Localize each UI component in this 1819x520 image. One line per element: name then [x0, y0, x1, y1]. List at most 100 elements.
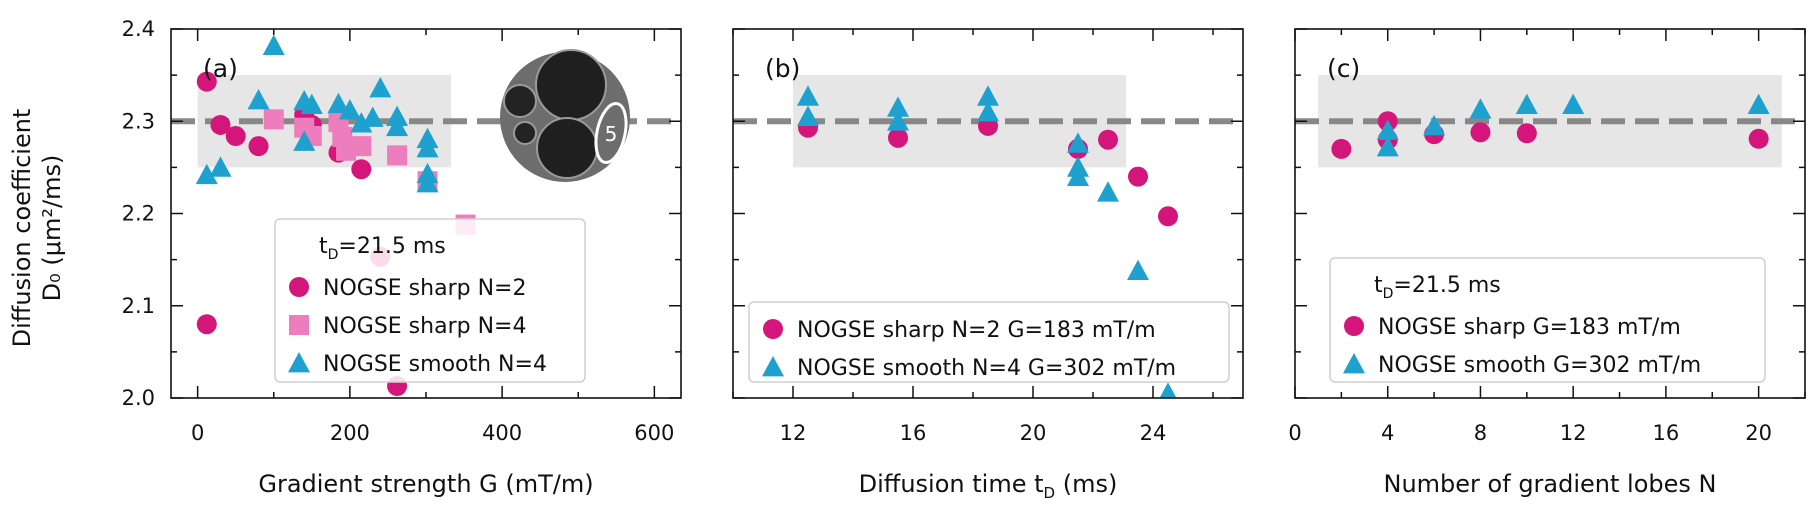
- data-point-triangle: [887, 110, 909, 131]
- inset-cell-large: [535, 49, 607, 121]
- legend: tD=21.5 ms NOGSE sharp G=183 mT/m NOGSE sm…: [1329, 257, 1766, 383]
- legend-title: tD=21.5 ms: [1374, 273, 1501, 302]
- panel-1: 12 16 20 24 Diffusion time tD (ms) (b) NOGSE s…: [732, 28, 1244, 502]
- data-point-triangle: [977, 101, 999, 122]
- legend-title-sub: D: [1383, 286, 1394, 302]
- data-point-triangle: [338, 99, 361, 120]
- data-point-circle: [1098, 129, 1118, 150]
- x-tick-label: 0: [1288, 421, 1301, 445]
- legend-entry: NOGSE smooth N=4: [323, 352, 547, 377]
- data-points: [1331, 93, 1770, 159]
- data-point-circle: [1748, 128, 1769, 149]
- data-point-triangle: [797, 85, 819, 106]
- x-tick-label: 24: [1140, 421, 1167, 445]
- inset-cell-small-2: [513, 121, 537, 145]
- data-point-circle: [1331, 138, 1352, 159]
- data-point-triangle: [300, 93, 323, 114]
- x-tick-label: 0: [191, 421, 204, 445]
- data-point-circle: [248, 136, 269, 157]
- data-point-triangle: [887, 96, 909, 117]
- data-point-triangle: [1376, 119, 1399, 140]
- x-axis-label: Gradient strength G (mT/m): [258, 470, 593, 498]
- data-point-triangle: [1423, 114, 1446, 136]
- y-axis-label-line2: D₀ (μm²/ms): [38, 155, 66, 302]
- data-point-triangle: [209, 156, 232, 177]
- legend-marker-square: [289, 315, 309, 335]
- data-point-triangle: [195, 163, 218, 185]
- legend-title-rest: =21.5 ms: [1393, 273, 1500, 298]
- legend-marker-circle: [289, 277, 309, 297]
- x-tick-label: 16: [1653, 421, 1680, 445]
- data-point-triangle: [1515, 93, 1538, 114]
- x-tick-label: 20: [1745, 421, 1772, 445]
- data-point-triangle: [416, 137, 439, 158]
- legend-title-rest: =21.5 ms: [338, 234, 445, 259]
- data-point-triangle: [386, 115, 409, 137]
- legend-title-main: t: [1374, 273, 1383, 298]
- inset-outline: [594, 102, 628, 164]
- data-point-triangle: [416, 172, 439, 193]
- x-tick-label: 8: [1474, 421, 1487, 445]
- data-point-circle: [196, 71, 217, 92]
- x-axis-label: Number of gradient lobes N: [1384, 470, 1717, 498]
- legend-marker-circle: [1344, 316, 1364, 336]
- legend-entry: NOGSE sharp G=183 mT/m: [1378, 315, 1681, 340]
- data-point-circle: [196, 314, 217, 335]
- data-point-square: [351, 136, 372, 157]
- legend-entry: NOGSE smooth G=302 mT/m: [1378, 353, 1701, 378]
- x-tick-label: 20: [1020, 421, 1047, 445]
- legend-entry: NOGSE sharp N=4: [323, 314, 526, 339]
- data-point-circle: [1516, 123, 1537, 144]
- legend-entry: NOGSE smooth N=4 G=302 mT/m: [797, 356, 1176, 381]
- data-point-square: [387, 145, 408, 166]
- inset-label: 5: [605, 122, 618, 146]
- data-point-circle: [225, 126, 246, 147]
- legend-marker-triangle: [1343, 353, 1365, 374]
- y-tick-label: 2.2: [122, 202, 155, 226]
- legend-entry: NOGSE sharp N=2: [323, 276, 526, 301]
- legend-entry: NOGSE sharp N=2 G=183 mT/m: [797, 318, 1156, 343]
- data-point-triangle: [1067, 132, 1089, 153]
- x-tick-label: 400: [482, 421, 522, 445]
- data-point-triangle: [327, 92, 350, 114]
- data-point-triangle: [1067, 165, 1089, 186]
- data-point-triangle: [369, 77, 392, 98]
- x-tick-label: 16: [900, 421, 927, 445]
- y-tick-label: 2.3: [122, 109, 155, 133]
- data-point-triangle: [1127, 259, 1149, 281]
- x-tick-label: 600: [634, 421, 674, 445]
- data-point-triangle: [1469, 98, 1492, 119]
- data-point-circle: [1470, 122, 1491, 143]
- data-point-triangle: [1159, 382, 1177, 398]
- data-point-triangle: [247, 89, 270, 110]
- data-point-triangle: [797, 105, 819, 126]
- legend-title-main: t: [319, 234, 328, 259]
- x-tick-label: 12: [1560, 421, 1587, 445]
- y-tick-label: 2.0: [122, 386, 155, 410]
- cell-inset-image: 5: [500, 49, 630, 182]
- data-point-triangle: [1562, 93, 1585, 114]
- data-point-triangle: [361, 106, 384, 127]
- x-axis-label: Diffusion time tD (ms): [859, 470, 1118, 502]
- data-point-square: [336, 140, 357, 161]
- x-tick-label: 12: [780, 421, 807, 445]
- data-point-circle: [1128, 166, 1148, 187]
- legend-box: [1329, 257, 1766, 383]
- legend: NOGSE sharp N=2 G=183 mT/m NOGSE smooth N…: [748, 301, 1230, 383]
- legend-box: [274, 218, 586, 383]
- panel-2: 0 4 8 12 16 20 Number of gradient lobes N (c) tD…: [1288, 28, 1806, 498]
- data-point-circle: [888, 127, 908, 148]
- legend-title: tD=21.5 ms: [319, 234, 446, 263]
- data-points: [797, 85, 1178, 398]
- y-tick-label: 2.1: [122, 294, 155, 318]
- legend: tD=21.5 ms NOGSE sharp N=2 NOGSE sharp N=4…: [274, 218, 586, 383]
- x-axis-label-main: Diffusion time t: [859, 470, 1044, 498]
- y-axis-label-line1: Diffusion coefficient: [8, 109, 36, 348]
- panel-label: (a): [203, 54, 238, 83]
- x-tick-label: 200: [330, 421, 370, 445]
- data-point-circle: [1158, 206, 1178, 227]
- data-point-triangle: [1376, 136, 1399, 157]
- data-point-circle: [210, 114, 231, 135]
